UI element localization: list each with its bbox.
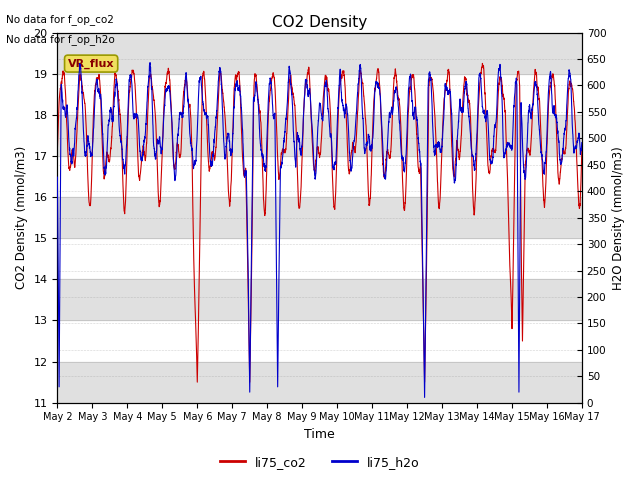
- Y-axis label: H2O Density (mmol/m3): H2O Density (mmol/m3): [612, 146, 625, 289]
- Text: No data for f_op_h2o: No data for f_op_h2o: [6, 34, 115, 45]
- Bar: [58, 279, 582, 321]
- Title: CO2 Density: CO2 Density: [272, 15, 367, 30]
- X-axis label: Time: Time: [304, 428, 335, 441]
- Bar: [58, 115, 582, 156]
- Text: VR_flux: VR_flux: [68, 59, 115, 69]
- Legend: li75_co2, li75_h2o: li75_co2, li75_h2o: [215, 451, 425, 474]
- Bar: [58, 33, 582, 74]
- Bar: [58, 197, 582, 238]
- Bar: [58, 361, 582, 403]
- Text: No data for f_op_co2: No data for f_op_co2: [6, 14, 115, 25]
- Y-axis label: CO2 Density (mmol/m3): CO2 Density (mmol/m3): [15, 146, 28, 289]
